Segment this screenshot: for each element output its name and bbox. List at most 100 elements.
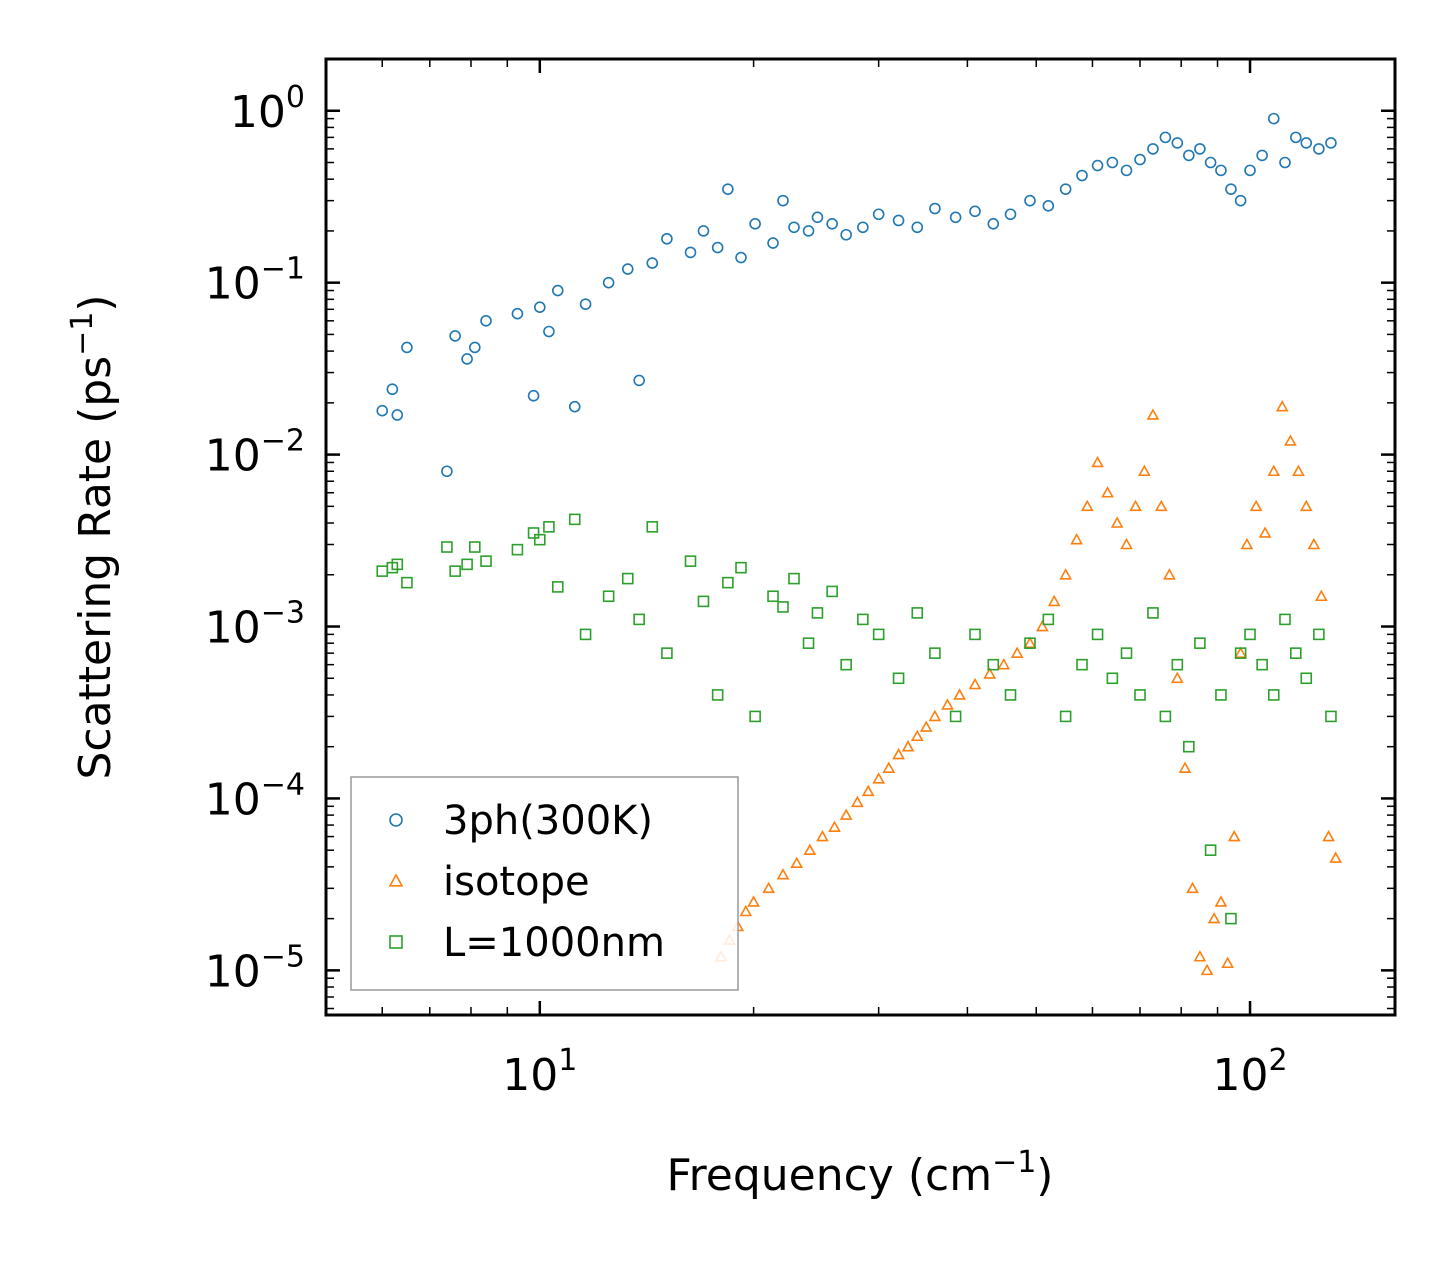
data-point xyxy=(1279,156,1291,169)
data-point xyxy=(543,521,555,533)
data-point xyxy=(661,232,673,245)
data-point xyxy=(646,257,659,269)
data-point xyxy=(872,208,885,221)
data-point xyxy=(1004,208,1017,221)
data-point xyxy=(1322,829,1335,842)
y-tick-label: 100 xyxy=(230,80,305,138)
data-point xyxy=(1214,895,1228,907)
data-point xyxy=(872,772,886,784)
data-point xyxy=(543,325,555,338)
y-axis-unit: ps xyxy=(70,356,121,407)
data-point xyxy=(1225,183,1237,195)
data-point xyxy=(633,613,645,626)
x-tick-base: 10 xyxy=(1212,1050,1268,1101)
y-tick-label: 10−5 xyxy=(205,939,305,997)
data-point xyxy=(602,276,615,289)
data-point xyxy=(1120,164,1133,177)
x-axis-unit: cm xyxy=(925,1150,992,1201)
data-point xyxy=(1314,589,1328,602)
data-point xyxy=(1010,646,1024,658)
data-point xyxy=(1256,149,1268,162)
data-point xyxy=(1059,568,1072,580)
data-point xyxy=(449,330,461,342)
data-point xyxy=(391,409,404,421)
data-point xyxy=(533,533,546,546)
data-point xyxy=(969,205,981,218)
data-point xyxy=(1042,613,1055,626)
data-point xyxy=(1207,911,1221,924)
data-point xyxy=(987,658,1000,671)
data-point xyxy=(1244,164,1256,177)
data-point xyxy=(928,709,942,722)
y-tick-label: 10−4 xyxy=(205,767,305,825)
data-point xyxy=(711,689,724,701)
data-point xyxy=(1171,137,1184,149)
legend-entry: isotope xyxy=(388,859,590,905)
data-point xyxy=(511,543,524,556)
data-point xyxy=(1325,137,1337,149)
data-point xyxy=(1138,464,1151,477)
data-point xyxy=(802,225,815,237)
x-axis-title: Frequency (cm−1) xyxy=(667,1145,1054,1201)
data-point xyxy=(1080,499,1094,512)
data-point xyxy=(892,672,905,685)
data-point xyxy=(828,820,841,833)
data-point xyxy=(840,228,852,241)
data-point xyxy=(1171,658,1184,671)
data-point xyxy=(1279,613,1291,626)
data-point xyxy=(811,211,824,224)
data-point xyxy=(1200,963,1214,976)
data-point xyxy=(929,647,941,659)
major-ticks xyxy=(326,59,1395,1015)
data-point xyxy=(1313,143,1325,155)
data-point xyxy=(802,637,815,649)
data-point xyxy=(1076,169,1088,182)
data-point xyxy=(551,581,564,593)
data-point xyxy=(1147,607,1159,619)
data-point xyxy=(1194,143,1206,155)
data-point xyxy=(1186,881,1199,894)
data-point xyxy=(767,237,779,249)
data-point xyxy=(911,221,924,234)
data-point xyxy=(911,607,924,619)
data-point xyxy=(1059,183,1072,195)
x-tick-exponent: 2 xyxy=(1268,1043,1287,1078)
data-point xyxy=(684,555,697,567)
y-tick-label: 10−2 xyxy=(205,424,305,482)
data-point xyxy=(1227,829,1241,842)
data-point xyxy=(602,590,615,603)
data-point xyxy=(1163,568,1176,580)
legend-label: isotope xyxy=(443,859,590,905)
x-axis-unit-exponent: −1 xyxy=(992,1145,1036,1180)
data-point xyxy=(1292,464,1305,477)
y-tick-exponent: −3 xyxy=(261,596,305,631)
y-tick-base: 10 xyxy=(205,431,261,482)
data-point xyxy=(621,263,634,275)
data-point xyxy=(892,747,905,760)
data-point xyxy=(1091,628,1104,641)
data-point xyxy=(1101,486,1114,498)
y-tick-base: 10 xyxy=(205,946,261,997)
data-point xyxy=(1159,710,1172,723)
data-point xyxy=(1329,851,1343,863)
data-point xyxy=(1249,499,1263,512)
data-point xyxy=(527,389,540,402)
data-point xyxy=(1004,689,1017,701)
data-point xyxy=(621,572,634,585)
data-point xyxy=(1307,537,1321,550)
data-point xyxy=(1325,710,1337,723)
data-point xyxy=(788,221,800,234)
data-point xyxy=(1023,636,1037,648)
data-point xyxy=(401,341,413,354)
data-point xyxy=(1146,408,1160,420)
data-point xyxy=(1204,156,1217,169)
legend-label: 3ph(300K) xyxy=(443,798,653,844)
legend-entries: 3ph(300K) isotope L=1000nm xyxy=(388,798,665,966)
x-axis-title-text: Frequency xyxy=(667,1150,894,1201)
y-tick-exponent: −1 xyxy=(261,252,305,287)
y-tick-label: 10−1 xyxy=(205,252,305,310)
data-point xyxy=(929,202,941,215)
data-point xyxy=(882,761,896,773)
data-point xyxy=(1120,537,1133,550)
